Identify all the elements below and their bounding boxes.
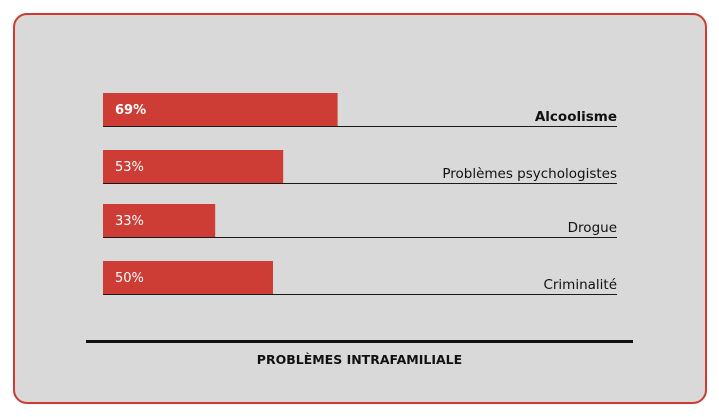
bar (103, 204, 216, 237)
bar (103, 150, 284, 183)
category-label: Problèmes psychologistes (442, 166, 617, 182)
value-label: 50% (115, 271, 144, 286)
value-label: 69% (115, 103, 146, 118)
value-label: 33% (115, 214, 144, 229)
category-label: Alcoolisme (535, 109, 617, 125)
chart-title: PROBLÈMES INTRAFAMILIALE (256, 352, 463, 367)
category-label: Drogue (568, 220, 617, 236)
category-label: Criminalité (543, 277, 617, 293)
bar (103, 261, 273, 294)
value-label: 53% (115, 160, 144, 175)
bar (103, 93, 338, 126)
